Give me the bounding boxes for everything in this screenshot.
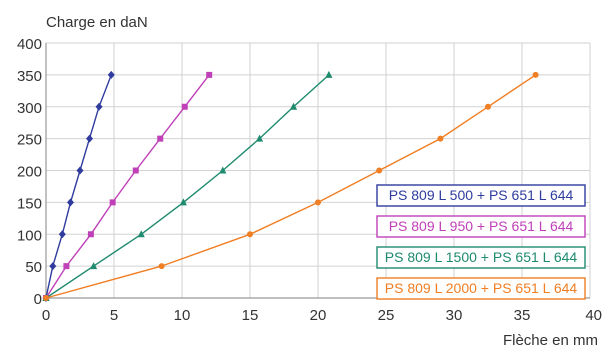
series-1 (42, 70, 115, 302)
data-point (289, 102, 298, 110)
legend-entry-2: PS 809 L 950 + PS 651 L 644 (376, 215, 586, 238)
x-axis-label: Flèche en mm (503, 332, 598, 349)
grid-lines (45, 42, 591, 299)
series-line (45, 74, 330, 299)
series-line (45, 74, 210, 299)
legend-box (376, 215, 586, 238)
data-point (219, 166, 227, 174)
x-tick-label: 40 (585, 307, 602, 324)
data-point (137, 230, 145, 238)
y-tick-label: 200 (17, 164, 42, 181)
data-point (485, 103, 491, 110)
data-point (206, 71, 213, 78)
legend-label: PS 809 L 950 + PS 651 L 644 (389, 218, 574, 234)
data-point (63, 263, 70, 270)
y-tick-label: 150 (17, 195, 42, 212)
y-tick-label: 250 (17, 132, 42, 149)
data-point (43, 295, 49, 301)
data-point (158, 263, 165, 270)
data-point (58, 230, 66, 239)
y-tick-label: 0 (34, 291, 42, 308)
legend-box (376, 277, 586, 300)
legend-entry-4: PS 809 L 2000 + PS 651 L 644 (376, 277, 586, 300)
data-point (247, 231, 253, 238)
data-point (107, 70, 115, 79)
data-point (181, 103, 188, 110)
data-point (132, 167, 139, 174)
legend-box (376, 184, 586, 207)
series-line (45, 74, 536, 299)
data-point (76, 166, 84, 175)
data-point (90, 262, 98, 270)
data-point (179, 198, 187, 206)
legend-box (376, 246, 586, 269)
y-tick-label: 400 (17, 36, 42, 53)
data-point (87, 231, 94, 238)
data-point (66, 198, 74, 207)
y-axis-label: Charge en daN (46, 14, 148, 31)
legend-entry-3: PS 809 L 1500 + PS 651 L 644 (376, 246, 586, 269)
x-tick-label: 35 (514, 307, 531, 324)
y-tick-label: 350 (17, 68, 42, 85)
data-point (437, 135, 444, 142)
series-line (45, 74, 112, 299)
data-point (255, 134, 264, 142)
legend-label: PS 809 L 500 + PS 651 L 644 (389, 187, 574, 203)
series-layer (42, 70, 539, 302)
data-point (49, 262, 57, 271)
data-point (532, 71, 539, 78)
data-point (95, 102, 103, 111)
legend-label: PS 809 L 1500 + PS 651 L 644 (385, 249, 578, 265)
legend: PS 809 L 500 + PS 651 L 644 PS 809 L 950 … (376, 184, 586, 300)
legend-entry-1: PS 809 L 500 + PS 651 L 644 (376, 184, 586, 207)
x-tick-label: 20 (310, 307, 327, 324)
series-4 (43, 71, 539, 301)
data-point (86, 134, 94, 143)
x-tick-label: 25 (378, 307, 395, 324)
y-tick-label: 100 (17, 227, 42, 244)
data-point (157, 135, 164, 142)
x-tick-label: 30 (446, 307, 463, 324)
y-tick-label: 300 (17, 100, 42, 117)
series-2 (43, 71, 213, 301)
x-tick-label: 0 (42, 307, 50, 324)
data-point (376, 167, 383, 174)
data-point (109, 199, 116, 206)
data-point (325, 70, 333, 78)
x-tick-label: 15 (242, 307, 259, 324)
legend-label: PS 809 L 2000 + PS 651 L 644 (385, 280, 578, 296)
x-tick-label: 5 (110, 307, 118, 324)
y-tick-label: 50 (25, 259, 42, 276)
data-point (315, 199, 321, 206)
x-tick-label: 10 (174, 307, 191, 324)
